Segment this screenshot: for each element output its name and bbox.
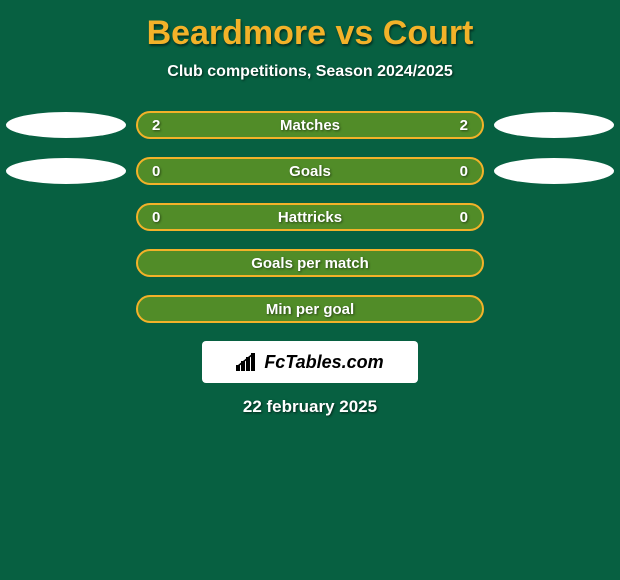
stat-right-value: 2 bbox=[460, 117, 468, 134]
stat-row: 2 Matches 2 bbox=[6, 111, 614, 139]
stat-row: 0 Hattricks 0 bbox=[6, 203, 614, 231]
page-subtitle: Club competitions, Season 2024/2025 bbox=[6, 63, 614, 81]
branding-text: FcTables.com bbox=[264, 352, 383, 373]
decor-ellipse-left bbox=[6, 112, 126, 138]
stat-bar: Min per goal bbox=[136, 295, 484, 323]
decor-ellipse-right bbox=[494, 158, 614, 184]
stat-label: Min per goal bbox=[266, 301, 354, 318]
stat-right-value: 0 bbox=[460, 209, 468, 226]
stat-label: Goals bbox=[289, 163, 331, 180]
stat-left-value: 0 bbox=[152, 209, 160, 226]
stat-bar: 0 Hattricks 0 bbox=[136, 203, 484, 231]
stat-right-value: 0 bbox=[460, 163, 468, 180]
stat-bar: Goals per match bbox=[136, 249, 484, 277]
stat-row: Goals per match bbox=[6, 249, 614, 277]
decor-ellipse-left bbox=[6, 158, 126, 184]
page-title: Beardmore vs Court bbox=[6, 14, 614, 53]
stat-row: 0 Goals 0 bbox=[6, 157, 614, 185]
stat-bar: 0 Goals 0 bbox=[136, 157, 484, 185]
decor-ellipse-right bbox=[494, 112, 614, 138]
date-text: 22 february 2025 bbox=[6, 397, 614, 417]
stat-label: Matches bbox=[280, 117, 340, 134]
stat-row: Min per goal bbox=[6, 295, 614, 323]
stat-label: Hattricks bbox=[278, 209, 342, 226]
stat-label: Goals per match bbox=[251, 255, 369, 272]
branding-badge: FcTables.com bbox=[202, 341, 418, 383]
stat-left-value: 2 bbox=[152, 117, 160, 134]
stat-left-value: 0 bbox=[152, 163, 160, 180]
stats-card: Beardmore vs Court Club competitions, Se… bbox=[0, 0, 620, 580]
chart-icon bbox=[236, 353, 258, 371]
stat-bar: 2 Matches 2 bbox=[136, 111, 484, 139]
